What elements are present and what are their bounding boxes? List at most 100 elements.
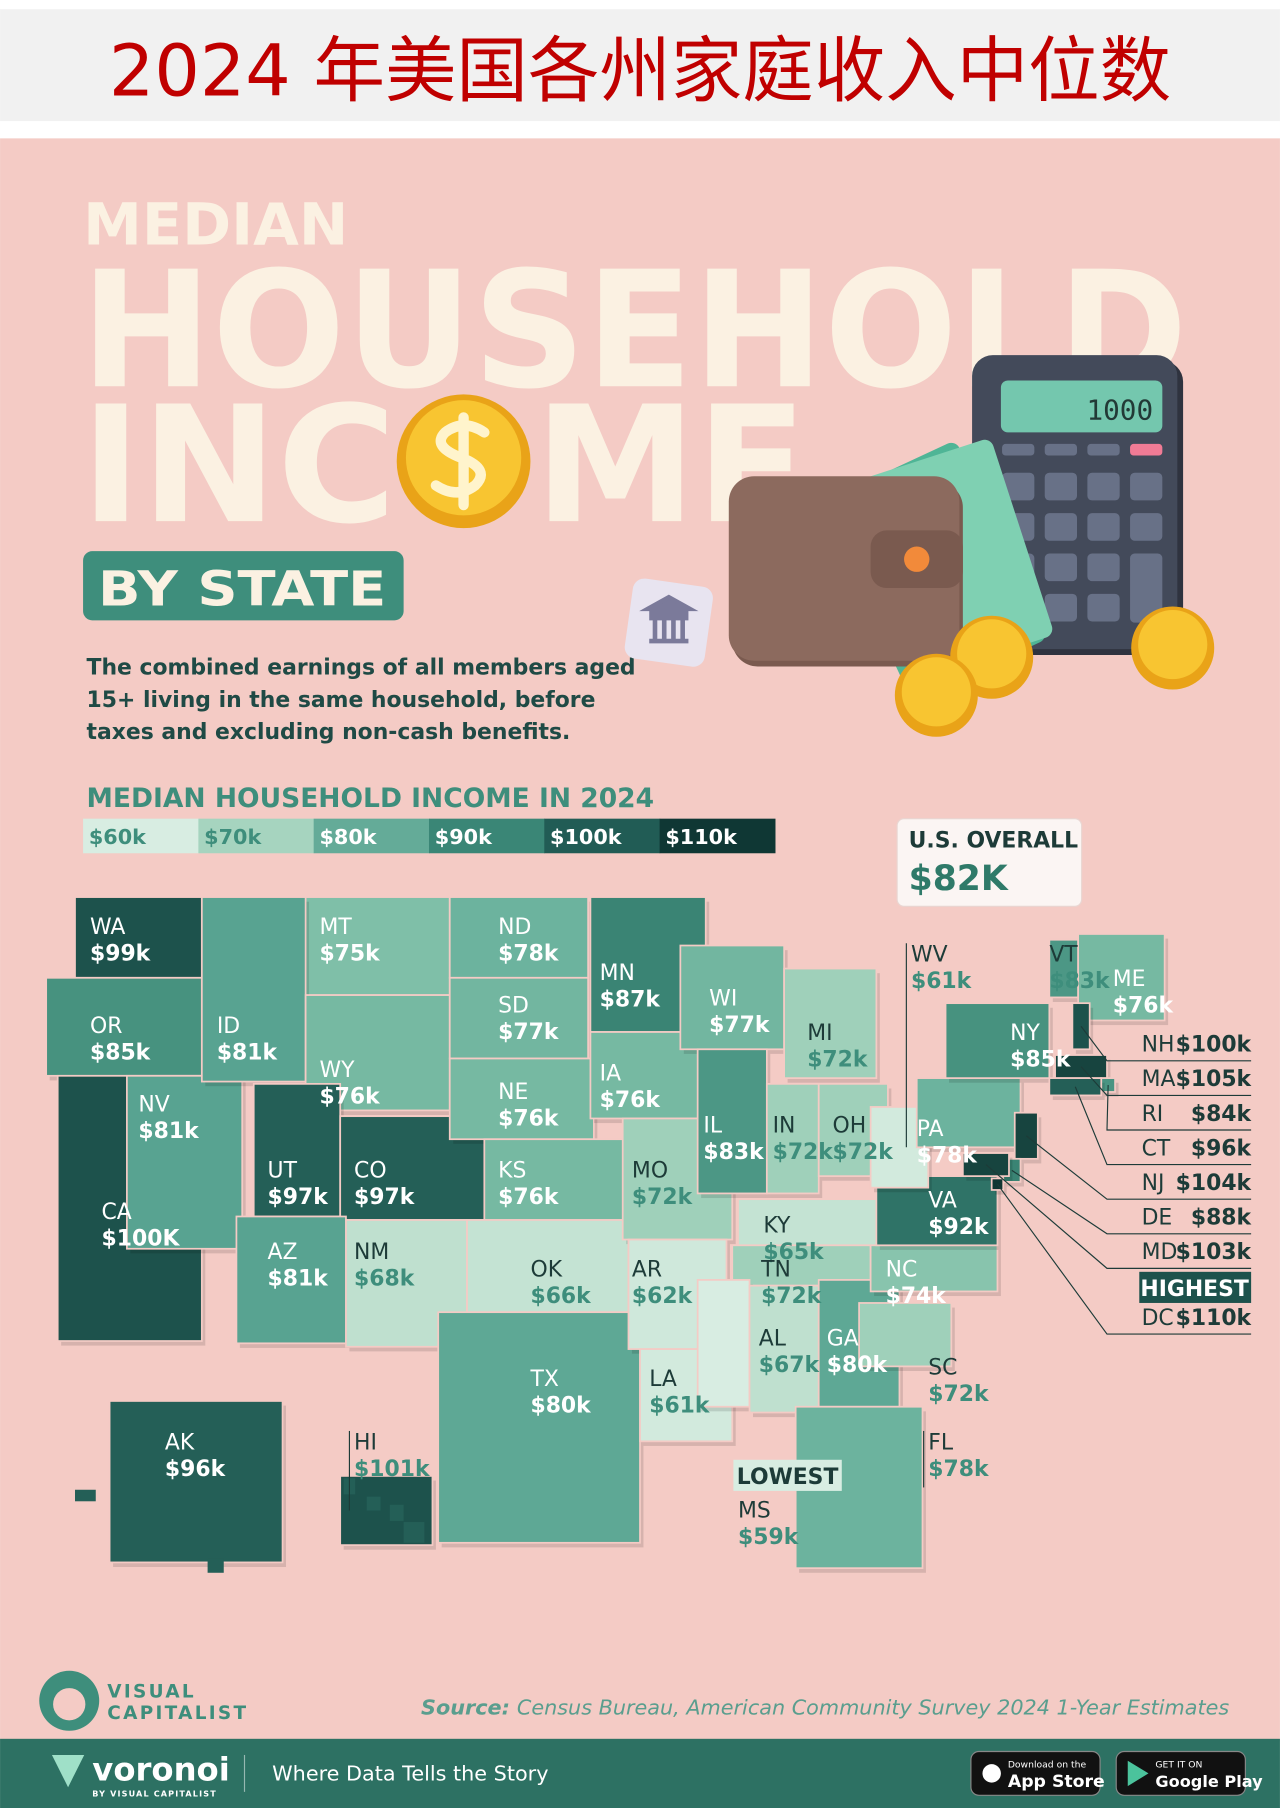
state-value: $96k: [165, 1457, 226, 1482]
state-abbr: KS: [498, 1158, 526, 1183]
app-store-line2: App Store: [1008, 1772, 1105, 1792]
state-shape: [448, 976, 589, 1060]
state-abbr: OR: [90, 1014, 122, 1039]
state-value: $65k: [763, 1240, 824, 1265]
state-shape: [944, 1002, 1051, 1079]
state-abbr: ID: [217, 1014, 240, 1039]
state-abbr: NE: [498, 1080, 528, 1105]
description-line: 15+ living in the same household, before: [87, 688, 596, 713]
description: The combined earnings of all members age…: [87, 656, 636, 746]
legend-title: MEDIAN HOUSEHOLD INCOME IN 2024: [87, 783, 655, 814]
logo-line2: CAPITALIST: [107, 1703, 248, 1724]
state-value: $67k: [759, 1353, 820, 1378]
state-shape: [748, 1284, 820, 1414]
state-abbr: DE: [1142, 1206, 1173, 1231]
lowest-label: LOWEST: [737, 1465, 839, 1490]
state-shape: [126, 1074, 244, 1250]
badge: BY STATE: [98, 561, 386, 617]
state-abbr: NC: [886, 1257, 918, 1282]
state-value: $92k: [928, 1215, 989, 1240]
leader-line: [1025, 1135, 1252, 1200]
state-shape: [1048, 938, 1080, 999]
google-play-button[interactable]: [1115, 1750, 1246, 1796]
state-abbr: IL: [703, 1113, 722, 1138]
state-abbr: ND: [498, 915, 531, 940]
legend-swatch: [544, 818, 661, 854]
state-value: $101k: [354, 1457, 430, 1482]
state-shape: [783, 967, 878, 1079]
state-value: $96k: [1191, 1136, 1252, 1161]
state-value: $72k: [807, 1048, 868, 1073]
state-shape: [961, 1152, 1010, 1177]
state-value: $78k: [928, 1457, 989, 1482]
state-abbr: RI: [1142, 1102, 1164, 1127]
state-abbr: FL: [928, 1430, 954, 1455]
source: Source: Census Bureau, American Community…: [421, 1696, 1229, 1720]
legend-swatch: [659, 818, 776, 854]
state-abbr: AR: [632, 1257, 662, 1282]
state-value: $84k: [1191, 1102, 1252, 1127]
state-abbr: CO: [354, 1158, 387, 1183]
brand: voronoi: [92, 1750, 229, 1788]
legend-swatch: [313, 818, 430, 854]
title-line1: MEDIAN: [83, 190, 348, 258]
vc-logo: [39, 1670, 100, 1731]
leader-line: [1011, 1169, 1252, 1235]
description-line: The combined earnings of all members age…: [87, 656, 636, 681]
state-abbr: VA: [928, 1188, 957, 1213]
state-value: $97k: [354, 1185, 415, 1210]
leader-line: [1080, 1025, 1252, 1062]
tagline: Where Data Tells the Story: [272, 1761, 548, 1785]
island: [207, 1558, 224, 1573]
state-abbr: WY: [319, 1058, 355, 1083]
state-value: $77k: [709, 1013, 770, 1038]
state-value: $110k: [1176, 1306, 1252, 1331]
state-abbr: PA: [917, 1117, 944, 1142]
state-value: $72k: [761, 1284, 822, 1309]
decoration: [624, 355, 1215, 737]
state-value: $97k: [268, 1185, 329, 1210]
state-value: $66k: [530, 1284, 591, 1309]
state-value: $83k: [1049, 969, 1110, 994]
legend-label: $90k: [435, 825, 493, 849]
state-shape: [448, 896, 589, 979]
state-value: $85k: [90, 1041, 151, 1066]
state-value: $100k: [1176, 1033, 1252, 1058]
state-abbr: AL: [759, 1327, 787, 1352]
state-abbr: MO: [632, 1158, 668, 1183]
source-prefix: Source:: [421, 1696, 510, 1720]
state-value: $88k: [1191, 1206, 1252, 1231]
state-abbr: MA: [1142, 1067, 1176, 1092]
coin-icon: [396, 394, 531, 529]
state-value: $76k: [600, 1088, 661, 1113]
leader-line: [985, 1164, 1252, 1269]
state-value: $87k: [600, 988, 661, 1013]
state-abbr: DC: [1142, 1306, 1174, 1331]
state-abbr: CT: [1142, 1136, 1171, 1161]
state-shape: [731, 1244, 872, 1287]
legend-swatch: [198, 818, 315, 854]
state-value: $74k: [886, 1284, 947, 1309]
state-value: $104k: [1176, 1171, 1252, 1196]
state-abbr: CA: [102, 1200, 132, 1225]
state-shape: [200, 896, 307, 1083]
state-value: $76k: [1113, 993, 1174, 1018]
state-abbr: MI: [807, 1021, 832, 1046]
apple-icon: [982, 1764, 1001, 1783]
google-play-line2: Google Play: [1155, 1772, 1263, 1791]
source-text: Census Bureau, American Community Survey…: [517, 1696, 1230, 1720]
state-value: $78k: [498, 941, 559, 966]
state-abbr: MS: [738, 1498, 771, 1523]
state-abbr: OH: [833, 1113, 867, 1138]
us-overall-value: $82K: [909, 859, 1009, 899]
google-play-line1: GET IT ON: [1155, 1760, 1202, 1771]
state-shape: [858, 1302, 953, 1368]
legend-label: $60k: [89, 825, 147, 849]
state-abbr: NH: [1142, 1033, 1175, 1058]
state-shape: [448, 1057, 595, 1141]
state-value: $72k: [928, 1382, 989, 1407]
state-value: $81k: [217, 1041, 278, 1066]
state-shape: [1077, 933, 1166, 1022]
app-store-button[interactable]: [970, 1750, 1101, 1796]
state-abbr: NJ: [1142, 1171, 1165, 1196]
